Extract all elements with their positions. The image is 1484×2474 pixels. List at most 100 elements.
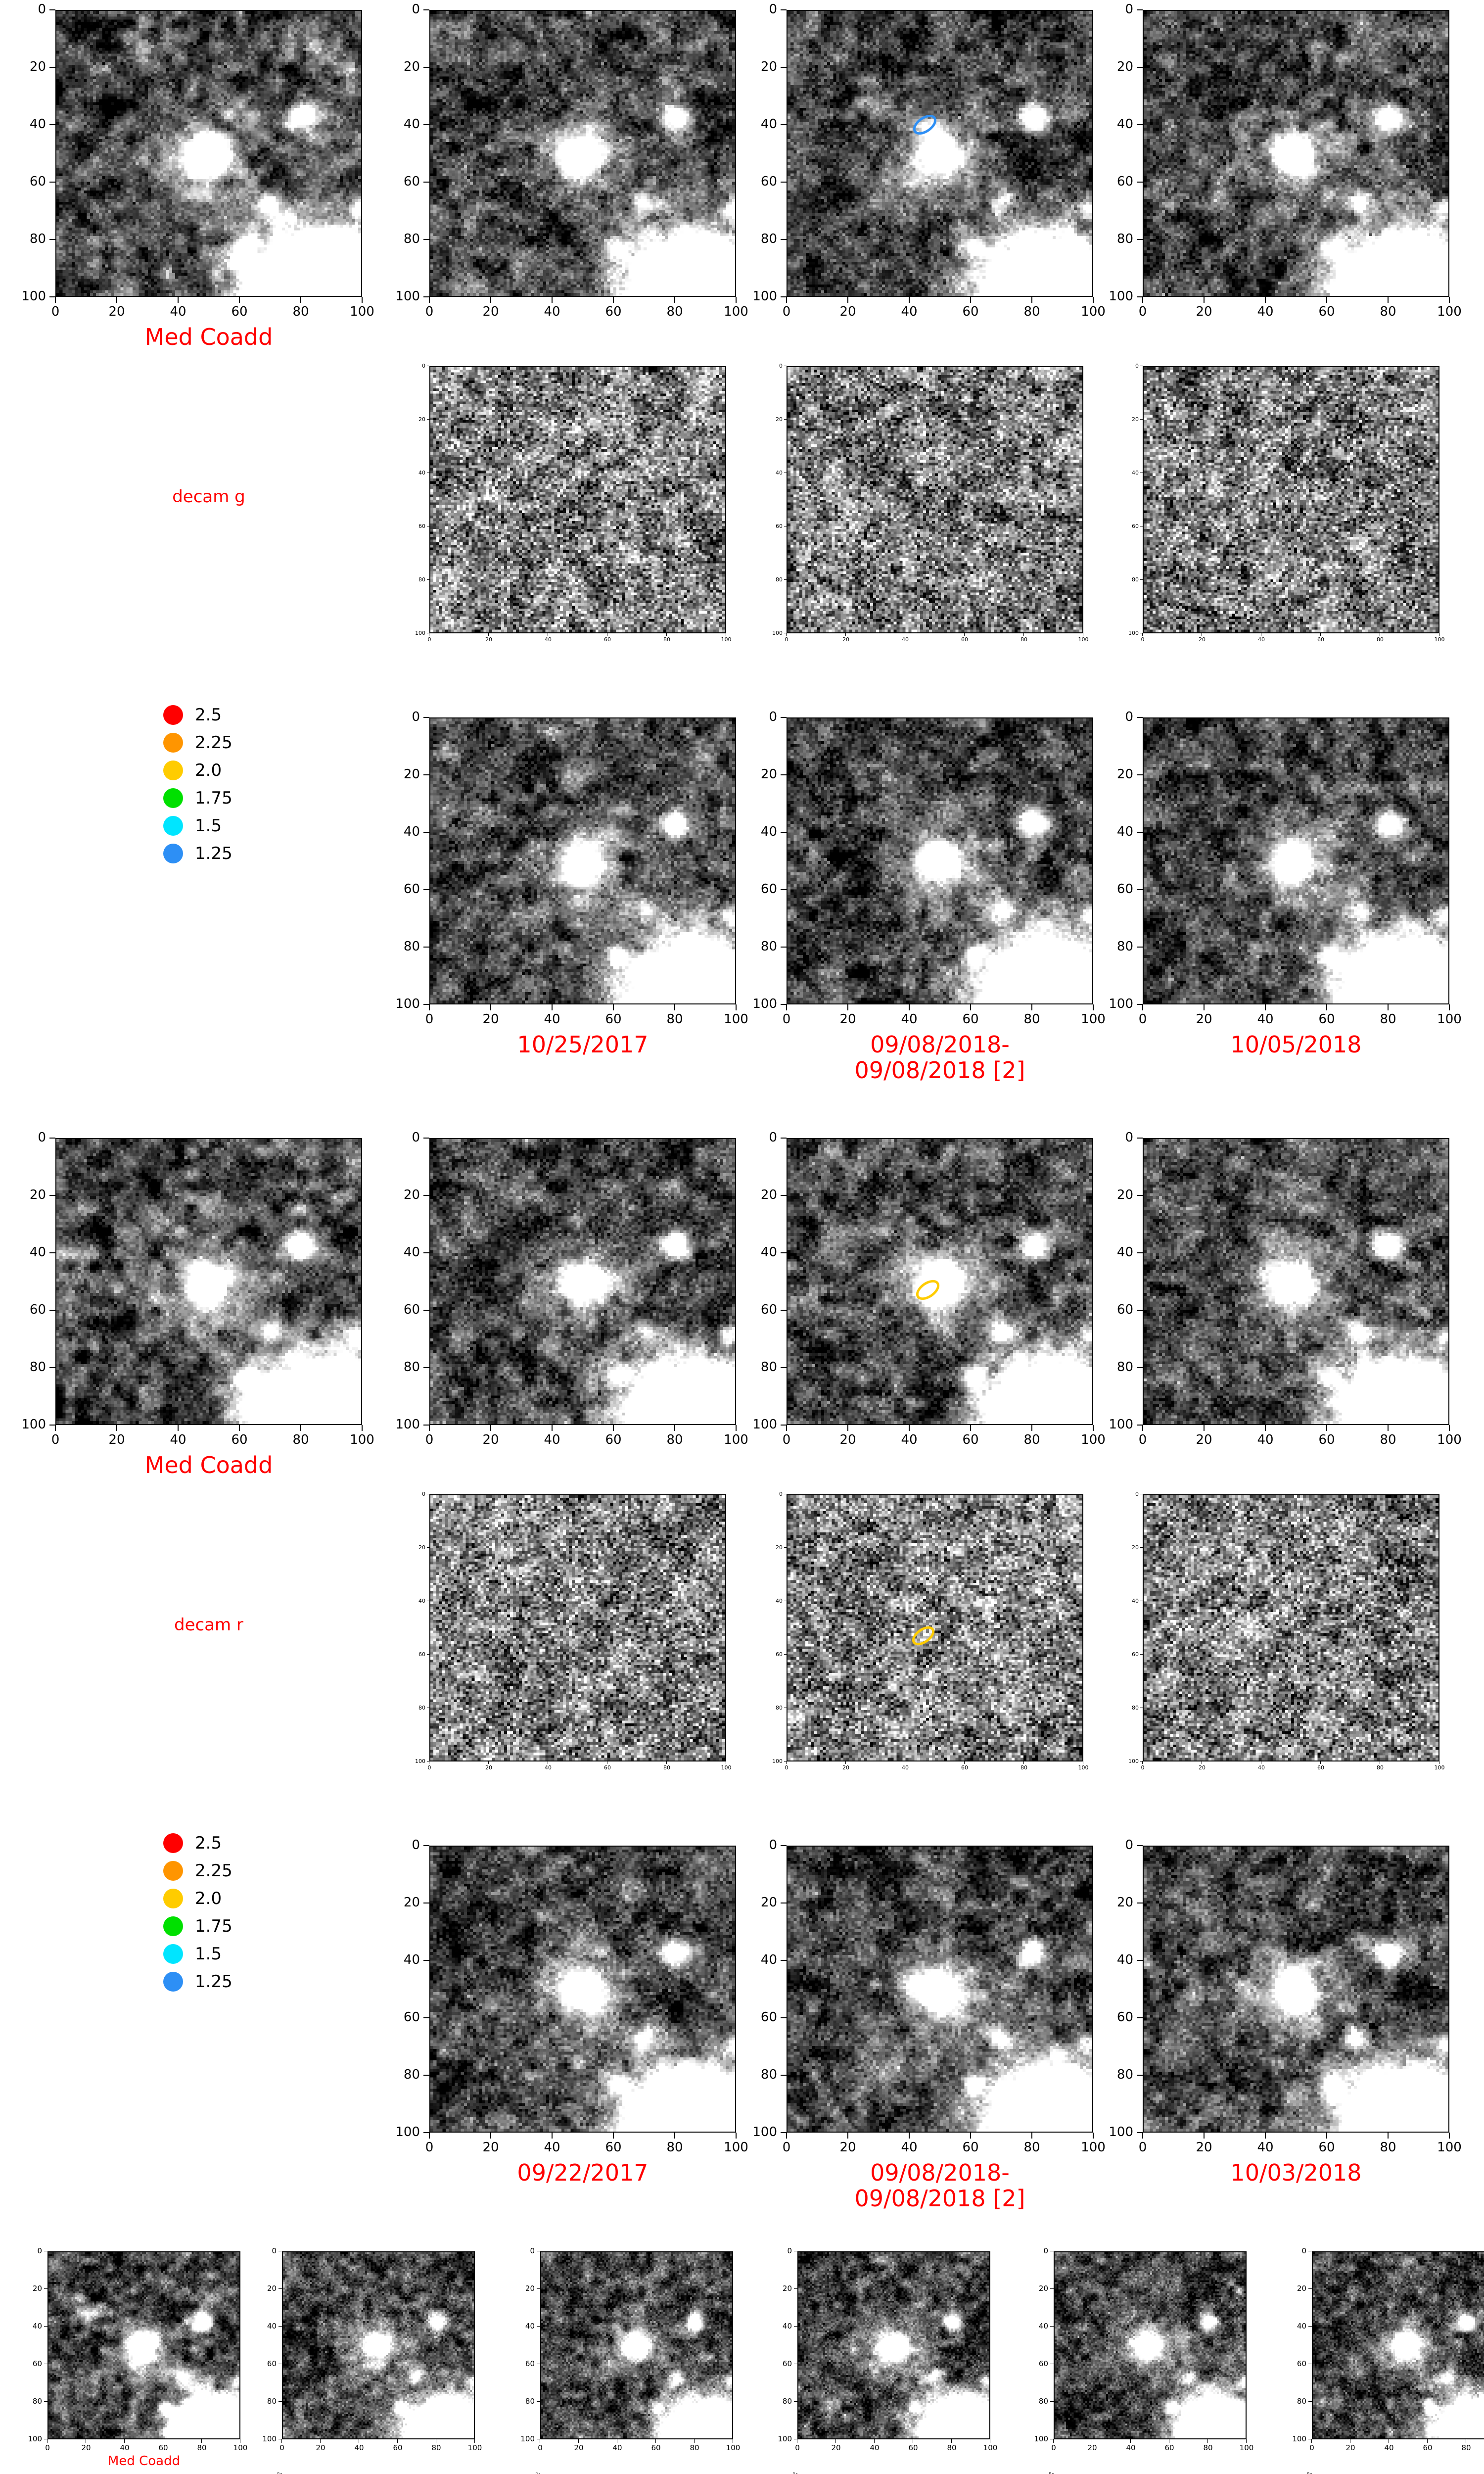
x-tick-mark <box>613 1425 614 1431</box>
x-tick-label: 0 <box>425 304 434 319</box>
y-tick-mark <box>781 1252 787 1253</box>
y-tick-mark <box>781 1367 787 1368</box>
filter-label: decam r <box>174 1615 243 1635</box>
x-tick-label: 0 <box>1138 1432 1147 1447</box>
difference-image-panel[interactable]: 0 20 40 60 80 100 0 20 40 60 80 100 <box>772 1491 1089 1770</box>
x-tick-mark <box>786 1761 787 1764</box>
y-tick-mark <box>781 1004 787 1005</box>
y-tick-label: 40 <box>1116 116 1133 132</box>
x-tick-label: 100 <box>1437 2140 1462 2155</box>
legend-item[interactable]: 2.5 <box>163 705 222 725</box>
y-tick-mark <box>423 124 429 125</box>
x-tick-mark <box>1449 1004 1450 1010</box>
legend-item[interactable]: 1.75 <box>163 1916 232 1936</box>
y-tick-label: 20 <box>1116 59 1133 74</box>
legend-item[interactable]: 1.25 <box>163 844 232 863</box>
template-image-panel[interactable]: 0 20 40 60 80 100 0 20 40 60 80 100 <box>752 711 1105 1026</box>
legend-item[interactable]: 2.25 <box>163 733 232 753</box>
cutout-canvas <box>788 1847 1092 2132</box>
y-tick-label: 60 <box>776 1651 783 1658</box>
y-tick-label: 20 <box>1297 2284 1306 2293</box>
y-tick-mark <box>781 1960 787 1961</box>
y-tick-label: 100 <box>21 288 46 304</box>
y-tick-label: 40 <box>1132 1597 1139 1604</box>
template-image-panel[interactable]: 0 20 40 60 80 100 0 20 40 60 80 100 <box>1109 1839 1461 2154</box>
difference-image-panel[interactable]: 0 20 40 60 80 100 0 20 40 60 80 100 <box>1128 363 1445 642</box>
legend-item[interactable]: 1.5 <box>163 1944 222 1964</box>
y-tick-label: 100 <box>772 629 783 636</box>
difference-image-panel[interactable]: 0 20 40 60 80 100 0 20 40 60 80 100 <box>415 363 732 642</box>
x-tick-label: 20 <box>839 304 856 319</box>
x-tick-label: 0 <box>425 1432 434 1447</box>
x-tick-label: 60 <box>605 2140 622 2155</box>
y-tick-label: 0 <box>779 362 783 369</box>
y-tick-mark <box>781 124 787 125</box>
template-image-panel[interactable]: 0 20 40 60 80 100 0 20 40 60 80 100 <box>395 711 748 1026</box>
y-tick-label: 80 <box>782 2396 792 2406</box>
x-tick-label: 100 <box>721 1764 732 1771</box>
y-tick-label: 40 <box>418 469 425 476</box>
x-tick-label: 40 <box>1257 2140 1274 2155</box>
legend-item[interactable]: 2.5 <box>163 1833 222 1853</box>
y-tick-mark <box>44 2326 47 2327</box>
x-tick-label: 80 <box>1380 2140 1396 2155</box>
x-tick-label: 0 <box>1138 1012 1147 1027</box>
coadd-image-panel[interactable]: 0 20 40 60 80 100 0 20 40 60 80 100 <box>21 1131 374 1446</box>
x-tick-label: 20 <box>482 1432 499 1447</box>
y-tick-mark <box>1137 1367 1143 1368</box>
legend-item[interactable]: 2.25 <box>163 1861 232 1881</box>
y-tick-label: 80 <box>1116 939 1133 954</box>
y-tick-mark <box>278 2401 282 2402</box>
coadd-image-panel[interactable]: 0 20 40 60 80 100 0 20 40 60 80 100 <box>28 2247 247 2451</box>
y-tick-label: 80 <box>1116 1359 1133 1375</box>
x-tick-mark <box>116 1425 117 1431</box>
y-tick-label: 20 <box>776 1544 783 1551</box>
legend-item[interactable]: 2.0 <box>163 761 222 780</box>
legend-item[interactable]: 2.0 <box>163 1889 222 1908</box>
difference-image-panel[interactable]: 0 20 40 60 80 100 0 20 40 60 80 100 <box>772 363 1089 642</box>
coadd-caption: Med Coadd <box>144 324 273 350</box>
legend-item[interactable]: 1.75 <box>163 788 232 808</box>
coadd-image-panel[interactable]: 0 20 40 60 80 100 0 20 40 60 80 100 <box>21 3 374 318</box>
x-tick-label: 0 <box>279 2443 284 2452</box>
legend-color-dot <box>163 733 183 753</box>
x-tick-label: 20 <box>1199 636 1206 643</box>
y-tick-label: 0 <box>37 2246 42 2255</box>
x-tick-label: 100 <box>983 2443 998 2452</box>
image-frame <box>1143 717 1449 1004</box>
image-frame <box>1054 2251 1247 2439</box>
cutout-canvas <box>788 11 1092 296</box>
template-image-panel[interactable]: 0 20 40 60 80 100 0 20 40 60 80 100 <box>752 1839 1105 2154</box>
y-tick-label: 0 <box>422 362 425 369</box>
legend-item[interactable]: 1.25 <box>163 1972 232 1992</box>
legend-label: 1.75 <box>195 1916 232 1936</box>
y-tick-label: 100 <box>21 1417 46 1432</box>
y-tick-mark <box>781 832 787 833</box>
cutout-canvas <box>788 718 1092 1003</box>
y-tick-label: 0 <box>277 2472 279 2474</box>
y-tick-mark <box>423 296 429 297</box>
legend-label: 2.0 <box>195 761 222 780</box>
y-tick-label: 100 <box>28 2434 42 2443</box>
y-tick-label: 0 <box>1301 2246 1306 2255</box>
legend-item[interactable]: 1.5 <box>163 816 222 836</box>
difference-image-panel[interactable]: 0 20 40 60 80 100 0 20 40 60 80 100 <box>415 1491 732 1770</box>
x-tick-label: 80 <box>197 2443 207 2452</box>
x-tick-mark <box>951 2439 952 2443</box>
template-image-panel[interactable]: 0 20 40 60 80 100 0 20 40 60 80 100 <box>395 1839 748 2154</box>
template-image-panel[interactable]: 0 20 40 60 80 100 0 20 40 60 80 100 <box>1109 711 1461 1026</box>
difference-image-panel[interactable]: 0 20 40 60 80 100 0 20 40 60 80 100 <box>1128 1491 1445 1770</box>
x-tick-mark <box>1427 2439 1428 2443</box>
